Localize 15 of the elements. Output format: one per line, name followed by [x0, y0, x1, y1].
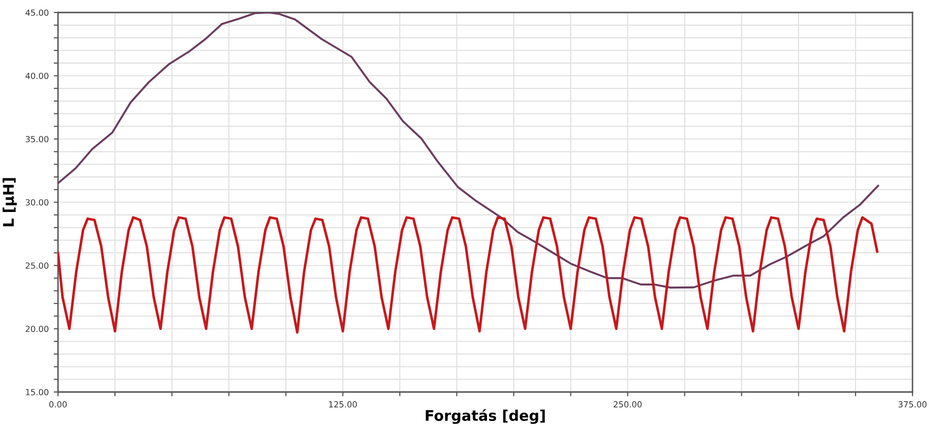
y-axis-title: L [µH]: [2, 178, 17, 226]
line-series: [58, 216, 878, 334]
x-tick-label: 125.00: [329, 401, 357, 408]
y-tick-label: 35.00: [26, 136, 48, 142]
y-tick-label: 25.00: [26, 262, 48, 269]
y-tick-label: 45.00: [26, 9, 48, 16]
line-series: [58, 12, 880, 289]
x-tick-label: 250.00: [614, 401, 642, 408]
x-axis-title: Forgatás [deg]: [426, 409, 545, 424]
y-tick-label: 30.00: [26, 199, 48, 206]
y-tick-label: 20.00: [26, 326, 48, 332]
y-tick-label: 15.00: [26, 388, 48, 396]
x-tick-label: 0.00: [49, 401, 67, 408]
y-tick-label: 40.00: [26, 72, 48, 80]
x-tick-label: 375.00: [898, 401, 927, 408]
